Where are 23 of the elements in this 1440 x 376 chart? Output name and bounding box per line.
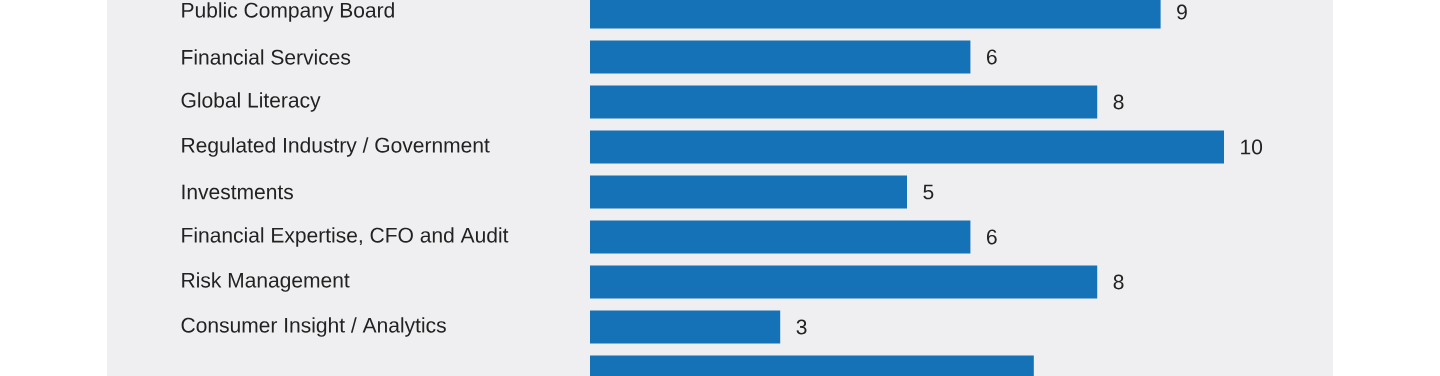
y-tick-label: Financial Expertise, CFO and Audit (182, 227, 509, 247)
data-label: 3 (796, 319, 807, 335)
data-label: 8 (1113, 94, 1124, 110)
y-tick-label: Global Literacy (181, 92, 321, 112)
bar (590, 130, 1224, 164)
y-tick-label: Regulated Industry / Government (182, 137, 490, 157)
bar (590, 85, 1098, 119)
bar (590, 310, 781, 344)
y-tick-label: Consumer Insight / Analytics (181, 317, 446, 337)
data-label: 9 (1177, 4, 1187, 20)
data-label: 5 (923, 184, 934, 200)
data-label: 6 (987, 229, 997, 245)
y-tick-label: Risk Management (182, 272, 350, 292)
bar (590, 40, 971, 74)
bar (590, 175, 907, 209)
data-label: 10 (1241, 139, 1263, 155)
y-tick-label: Public Company Board (182, 2, 394, 22)
y-tick-label: Financial Services (182, 49, 351, 65)
bar (590, 220, 971, 254)
data-label: 6 (987, 49, 997, 65)
y-tick-label: Investments (182, 184, 293, 200)
data-label: 8 (1113, 274, 1124, 290)
bar (590, 265, 1098, 299)
